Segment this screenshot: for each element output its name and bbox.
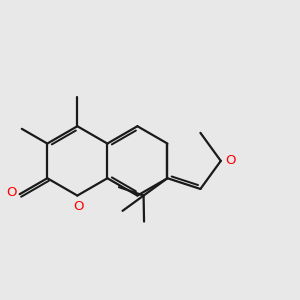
Text: O: O (225, 154, 235, 167)
Text: O: O (73, 200, 83, 212)
Text: O: O (7, 186, 17, 199)
